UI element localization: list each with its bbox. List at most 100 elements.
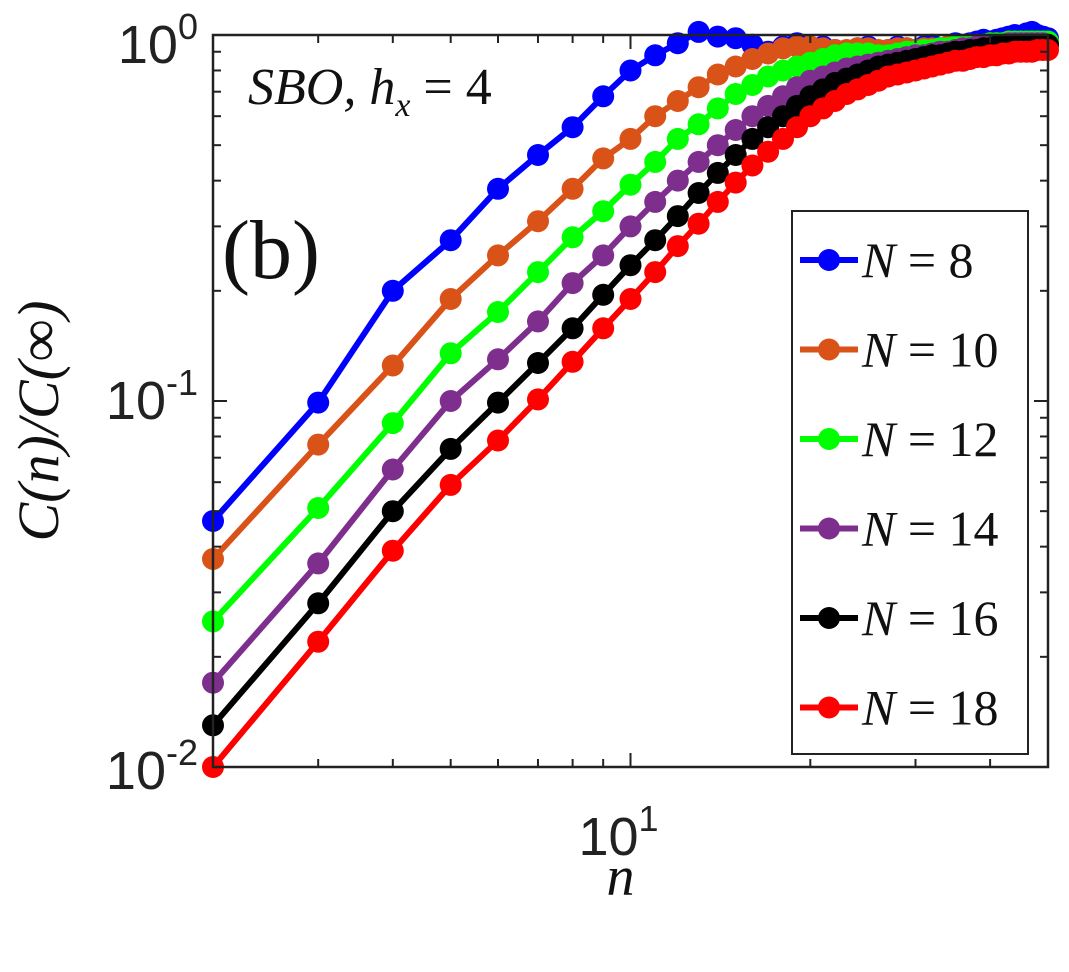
- data-point: [527, 388, 549, 411]
- data-point: [644, 44, 667, 67]
- data-point: [724, 171, 747, 194]
- data-point: [487, 301, 509, 323]
- data-point: [561, 350, 584, 373]
- data-point: [724, 27, 747, 50]
- data-point: [307, 552, 330, 575]
- data-point: [527, 144, 549, 166]
- data-point: [561, 226, 584, 249]
- data-point: [706, 97, 729, 120]
- data-point: [381, 412, 404, 435]
- data-point: [307, 497, 330, 519]
- data-point: [487, 348, 509, 371]
- x-tick-label: 101: [578, 798, 658, 867]
- data-point: [619, 127, 642, 150]
- data-point: [561, 177, 584, 200]
- legend-label: N = 14: [861, 501, 999, 557]
- data-point: [666, 205, 689, 228]
- data-point: [381, 458, 404, 481]
- data-point: [439, 288, 462, 310]
- data-point: [741, 105, 764, 128]
- data-point: [644, 261, 667, 284]
- data-point: [706, 63, 729, 86]
- data-point: [619, 173, 642, 196]
- data-point: [439, 390, 462, 412]
- data-point: [592, 317, 615, 340]
- data-point: [561, 116, 584, 139]
- data-point: [741, 127, 764, 150]
- data-point: [741, 154, 764, 177]
- annotations: (b) SBO, hx = 4: [222, 59, 492, 297]
- data-point: [644, 190, 667, 213]
- data-point: [619, 215, 642, 238]
- data-point: [592, 283, 615, 306]
- data-point: [307, 433, 330, 456]
- data-point: [706, 25, 729, 48]
- data-point: [757, 140, 780, 163]
- data-point: [687, 212, 710, 235]
- data-point: [687, 20, 710, 43]
- legend-swatch-marker: [818, 428, 840, 450]
- legend-item-N-16: N = 16: [800, 590, 999, 646]
- data-point: [527, 210, 549, 233]
- data-point: [706, 134, 729, 157]
- legend-swatch-marker: [818, 517, 840, 540]
- data-point: [619, 59, 642, 82]
- legend: N = 8 N = 10 N = 12 N = 14 N = 16 N = 18: [791, 210, 1029, 755]
- data-point: [724, 55, 747, 78]
- data-point: [666, 169, 689, 192]
- data-point: [527, 352, 549, 374]
- data-point: [381, 354, 404, 377]
- data-point: [644, 229, 667, 252]
- data-point: [619, 254, 642, 277]
- legend-label: N = 18: [861, 680, 999, 736]
- axis-ticks: [212, 34, 1049, 768]
- legend-swatch-marker: [818, 249, 840, 271]
- legend-item-N-18: N = 18: [800, 680, 999, 736]
- legend-label: N = 16: [861, 590, 999, 646]
- data-point: [439, 229, 462, 252]
- panel-label: (b): [222, 204, 320, 297]
- y-tick-label: 10-1: [106, 362, 198, 431]
- legend-box: [791, 210, 1029, 755]
- data-point: [439, 342, 462, 365]
- y-tick-label: 100: [118, 6, 198, 75]
- legend-swatch-marker: [818, 696, 840, 719]
- data-point: [644, 150, 667, 173]
- data-point: [724, 119, 747, 141]
- data-point: [381, 500, 404, 523]
- annotation-sbo-hx: SBO, hx = 4: [248, 59, 492, 124]
- data-point: [666, 127, 689, 150]
- legend-swatch-marker: [818, 338, 840, 361]
- legend-item-N-8: N = 8: [800, 232, 974, 288]
- data-point: [487, 391, 509, 414]
- data-point: [666, 235, 689, 258]
- data-point: [706, 161, 729, 184]
- series-N-18: [202, 39, 1059, 778]
- data-point: [687, 182, 710, 204]
- data-point: [561, 272, 584, 295]
- data-point: [487, 429, 509, 452]
- legend-label: N = 12: [861, 411, 999, 467]
- data-point: [561, 317, 584, 340]
- data-point: [724, 144, 747, 166]
- data-point: [724, 83, 747, 105]
- y-axis-label: C(n)/C(∞): [6, 300, 71, 541]
- data-point: [439, 437, 462, 460]
- data-point: [592, 244, 615, 267]
- data-point: [381, 539, 404, 562]
- data-point: [666, 32, 689, 55]
- data-point: [687, 113, 710, 136]
- legend-label: N = 8: [861, 232, 974, 288]
- data-point: [592, 85, 615, 108]
- legend-item-N-12: N = 12: [800, 411, 999, 467]
- data-point: [487, 177, 509, 200]
- data-point: [666, 90, 689, 112]
- data-point: [527, 310, 549, 333]
- x-axis-label: n: [607, 846, 635, 908]
- data-point: [644, 105, 667, 128]
- legend-item-N-14: N = 14: [800, 501, 999, 557]
- legend-swatch-marker: [818, 607, 840, 629]
- data-point: [706, 190, 729, 213]
